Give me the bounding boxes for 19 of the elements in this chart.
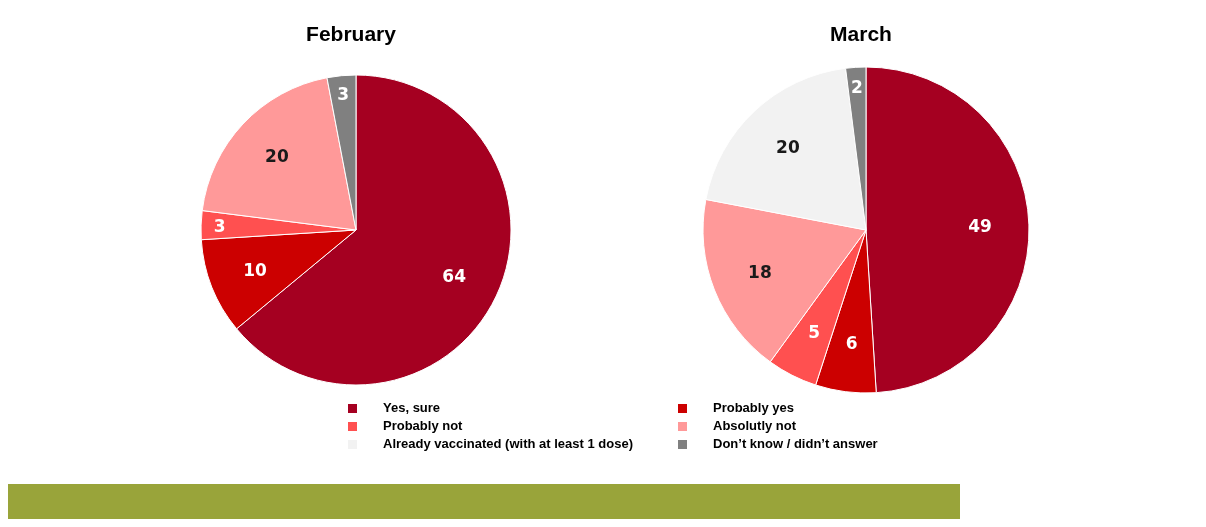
legend-label: Yes, sure [383,400,442,415]
data-label: 6 [845,333,858,354]
data-label: 3 [213,215,226,236]
legend-label: Probably not [383,418,464,433]
data-label: 3 [337,84,350,105]
chart-title: March [829,22,893,46]
data-label: 18 [748,262,772,282]
legend-label: Probably yes [713,400,795,415]
chart-title: February [305,22,397,46]
data-label: 5 [808,321,821,342]
legend-label: Don’t know / didn’t answer [713,436,879,451]
data-label: 2 [851,76,863,97]
data-label: 10 [243,259,268,280]
data-label: 64 [442,266,467,287]
legend-label: Absolutly not [713,418,798,433]
data-label: 49 [968,216,992,237]
data-label: 20 [265,145,289,166]
legend-label: Already vaccinated (with at least 1 dose) [383,436,634,451]
data-label: 20 [776,136,800,157]
